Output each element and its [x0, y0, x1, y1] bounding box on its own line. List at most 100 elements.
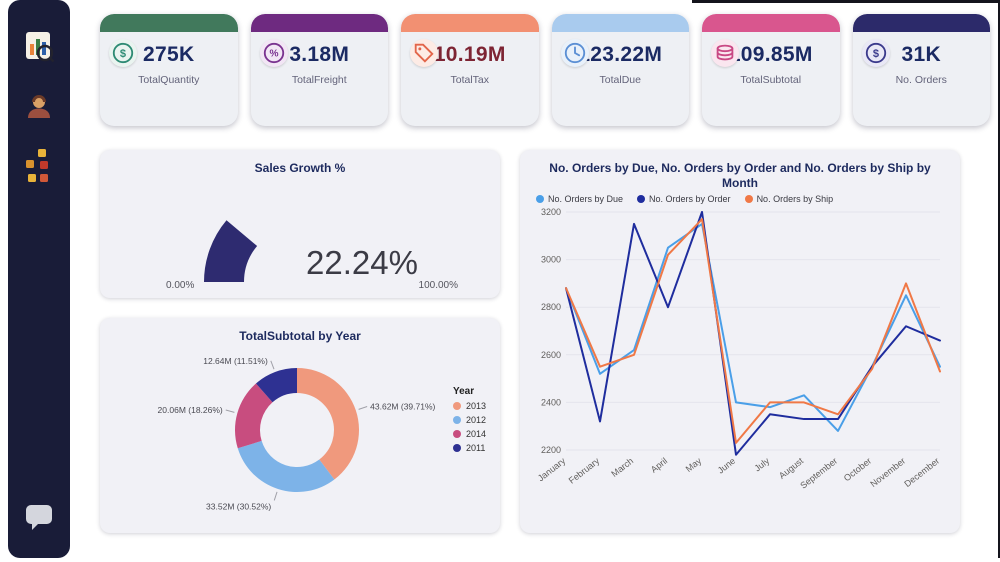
donut-legend-item-2012[interactable]: 2012 [452, 415, 486, 425]
legend-dot [452, 430, 461, 438]
kpi-card-totalquantity[interactable]: $275K TotalQuantity [100, 14, 238, 126]
report-logo-glyph [26, 32, 55, 63]
kpi-accent-bar [250, 14, 388, 32]
x-axis-tick-label: January [536, 455, 568, 483]
donut-card[interactable]: TotalSubtotal by Year 43.62M (39.71%) 33.… [100, 318, 500, 533]
kpi-label: TotalTax [450, 74, 490, 86]
kpi-value: 109.85M [728, 43, 813, 66]
kpi-label: TotalSubtotal [740, 74, 802, 86]
donut-label-leader [358, 406, 368, 410]
line-legend-item-0[interactable]: No. Orders by Due [536, 194, 623, 204]
legend-dot [452, 416, 461, 424]
donut-data-label: 12.64M (11.51%) [203, 356, 268, 366]
legend-dot [536, 195, 544, 203]
line-legend-item-2[interactable]: No. Orders by Ship [744, 194, 834, 204]
donut-legend: Year 2013 2012 2014 2011 [452, 386, 486, 457]
donut-legend-item-2013[interactable]: 2013 [452, 401, 486, 411]
x-axis-tick-label: May [684, 455, 704, 474]
line-series-1[interactable] [565, 211, 941, 456]
window-edge-right [998, 0, 1000, 558]
app-logo-icon[interactable] [22, 30, 56, 64]
clock-icon [560, 39, 589, 67]
gauge-min-label: 0.00% [166, 280, 194, 290]
y-axis-tick-label: 2800 [541, 302, 561, 312]
x-axis-tick-label: August [777, 455, 806, 480]
kpi-card-totalfreight[interactable]: % 3.18M TotalFreight [250, 14, 388, 126]
svg-text:$: $ [872, 48, 878, 60]
legend-label: No. Orders by Ship [756, 194, 834, 204]
donut-data-label: 33.52M (30.52%) [206, 501, 271, 511]
legend-label: 2012 [465, 415, 486, 425]
chat-glyph [26, 505, 52, 530]
kpi-accent-bar [551, 14, 689, 32]
kpi-value: 3.18M [289, 43, 350, 66]
line-series-2[interactable] [565, 218, 941, 444]
legend-dot [452, 444, 461, 452]
donut-legend-item-2014[interactable]: 2014 [452, 429, 486, 439]
coins-icon [711, 39, 739, 67]
legend-label: 2011 [465, 443, 486, 453]
legend-label: No. Orders by Due [548, 194, 624, 204]
kpi-label: TotalQuantity [138, 74, 200, 86]
x-axis-tick-label: October [842, 456, 873, 484]
gauge-card[interactable]: Sales Growth % 22.24% 0.00% 100.00% [100, 150, 500, 298]
kpi-accent-bar [100, 14, 238, 32]
donut-label-leader [270, 360, 275, 370]
kpi-value: 31K [901, 43, 941, 66]
x-axis-tick-label: June [716, 456, 738, 476]
legend-dot [637, 195, 646, 203]
x-axis-tick-label: December [902, 456, 941, 489]
donut-svg: 43.62M (39.71%) 33.52M (30.52%) 20.06M (18… [158, 356, 436, 512]
tag-icon [410, 39, 438, 67]
line-legend-item-1[interactable]: No. Orders by Order [637, 194, 731, 204]
legend-label: 2014 [465, 429, 486, 439]
legend-dot [744, 195, 753, 203]
x-axis-tick-label: November [868, 456, 907, 489]
x-axis-tick-label: April [649, 456, 669, 475]
user-profile-icon[interactable] [23, 90, 55, 122]
gauge-chart[interactable]: 22.24% 0.00% 100.00% [110, 178, 490, 295]
dashboard-grid: Sales Growth % 22.24% 0.00% 100.00% TotalS… [100, 150, 990, 533]
legend-dot [452, 402, 461, 410]
donut-legend-item-2011[interactable]: 2011 [452, 443, 486, 453]
kpi-card-no-orders[interactable]: $31K No. Orders [852, 14, 990, 126]
donut-data-label: 20.06M (18.26%) [158, 405, 223, 415]
sidebar [8, 0, 70, 558]
donut-title: TotalSubtotal by Year [239, 329, 361, 343]
line-chart-title: No. Orders by Due, No. Orders by Order a… [549, 161, 931, 190]
donut-slice-2013[interactable] [297, 368, 359, 480]
kpi-row: $275K TotalQuantity% 3.18M TotalFreight 10.1… [100, 14, 990, 126]
y-axis-tick-label: 2400 [541, 397, 561, 407]
kpi-value: 10.19M [433, 43, 506, 66]
donut-slice-2014[interactable] [235, 383, 273, 449]
kpi-card-totaltax[interactable]: 10.19M TotalTax [401, 14, 539, 126]
line-chart-card[interactable]: No. Orders by Due, No. Orders by Order a… [520, 150, 960, 533]
gauge-fill-arc[interactable] [204, 220, 258, 282]
donut-label-leader [273, 491, 278, 501]
donut-slice-2012[interactable] [237, 440, 335, 492]
kpi-card-totaldue[interactable]: 123.22M TotalDue [551, 14, 689, 126]
x-axis-tick-label: March [609, 456, 635, 479]
y-axis-tick-label: 2600 [541, 350, 561, 360]
dashboard-content: $275K TotalQuantity% 3.18M TotalFreight 10.1… [100, 14, 990, 533]
donut-slice-2011[interactable] [255, 368, 297, 403]
x-axis-tick-label: September [798, 456, 839, 491]
donut-chart[interactable]: 43.62M (39.71%) 33.52M (30.52%) 20.06M (18… [110, 346, 490, 529]
line-series-0[interactable] [565, 222, 941, 432]
dollar-icon: $ [109, 39, 137, 67]
kpi-card-totalsubtotal[interactable]: 109.85M TotalSubtotal [702, 14, 840, 126]
gauge-svg: 22.24% 0.00% 100.00% [166, 220, 458, 291]
donut-label-leader [225, 409, 235, 413]
chat-bubble-icon[interactable] [23, 502, 55, 532]
dollar-icon: $ [861, 39, 890, 67]
y-axis-tick-label: 3000 [541, 255, 561, 265]
gauge-title: Sales Growth % [254, 161, 346, 175]
x-axis-tick-label: July [752, 455, 771, 473]
line-chart[interactable]: 2200 2400 2600 2800 3000 3200 January February M… [530, 204, 950, 525]
apps-grid-icon[interactable] [24, 148, 54, 184]
colored-squares-glyph [26, 149, 48, 182]
y-axis-tick-label: 3200 [541, 207, 561, 217]
legend-label: 2013 [465, 401, 486, 411]
percent-icon: % [259, 39, 288, 67]
svg-text:$: $ [120, 48, 126, 60]
